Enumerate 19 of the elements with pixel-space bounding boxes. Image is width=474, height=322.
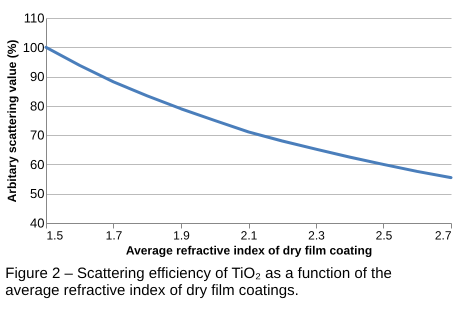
x-axis-title: Average refractive index of dry film coating	[126, 244, 372, 258]
x-tick-label: 1.9	[173, 228, 190, 242]
y-tick-label: 90	[30, 69, 44, 84]
x-tick-label: 2.7	[434, 228, 452, 242]
line-series	[44, 46, 452, 180]
y-tick-label: 40	[30, 216, 44, 230]
x-tick-label: 2.1	[240, 228, 258, 242]
x-tick-label: 2.5	[376, 228, 393, 242]
y-tick-label: 60	[30, 156, 44, 172]
y-axis-title: Arbitary scattering value (%)	[4, 40, 19, 202]
y-tick-label: 70	[30, 128, 44, 143]
x-tick-label: 2.3	[308, 228, 326, 242]
y-tick-label: 50	[30, 186, 44, 202]
caption: Figure 2 – Scattering efficiency of TiO₂ as a function of the average refractive index of dry film coatings.	[5, 265, 392, 299]
y-tick-label: 100	[22, 40, 44, 55]
y-tick-label: 110	[24, 10, 44, 26]
y-tick-label: 80	[30, 98, 44, 114]
x-tick-label: 1.7	[106, 228, 123, 242]
x-tick-label: 1.5	[46, 228, 64, 242]
